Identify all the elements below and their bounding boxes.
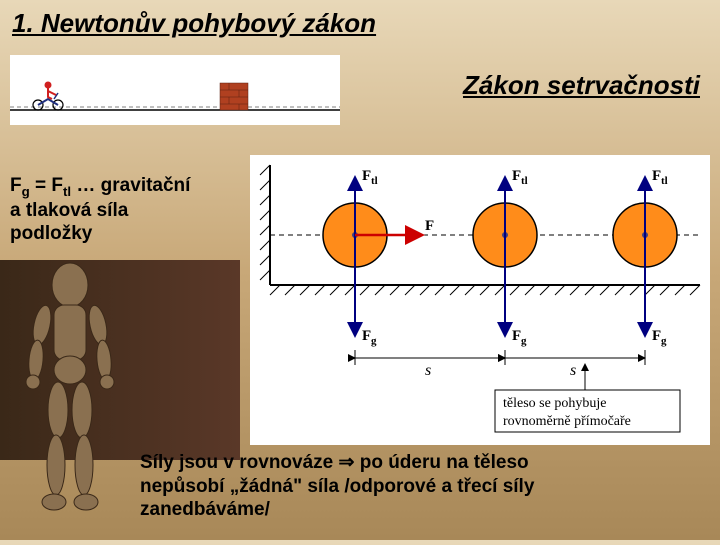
page-title: 1. Newtonův pohybový zákon [12,8,376,39]
svg-text:F: F [362,328,371,344]
svg-text:tl: tl [521,175,528,187]
svg-text:g: g [521,335,527,347]
mannequin-figure [0,250,140,540]
svg-text:F: F [652,168,661,184]
svg-text:s: s [425,362,431,379]
svg-text:g: g [661,335,667,347]
conclusion-text: Síly jsou v rovnováze ⇒ po úderu na těle… [140,451,700,522]
svg-text:s: s [570,362,576,379]
page-subtitle: Zákon setrvačnosti [463,70,700,101]
svg-text:F: F [512,168,521,184]
force-equation-text: Fg = Ftl … gravitační a tlaková síla pod… [10,175,230,245]
caption-line2: rovnoměrně přímočaře [503,414,631,429]
svg-text:F: F [362,168,371,184]
svg-text:F: F [512,328,521,344]
caption-line1: těleso se pohybuje [503,396,606,411]
svg-text:tl: tl [661,175,668,187]
motorcycle-illustration [10,55,340,125]
svg-text:g: g [371,335,377,347]
svg-text:F: F [425,218,434,234]
svg-text:F: F [652,328,661,344]
physics-diagram: Ftl Ftl Ftl F Fg Fg Fg s s těleso se poh… [250,155,710,445]
svg-text:tl: tl [371,175,378,187]
